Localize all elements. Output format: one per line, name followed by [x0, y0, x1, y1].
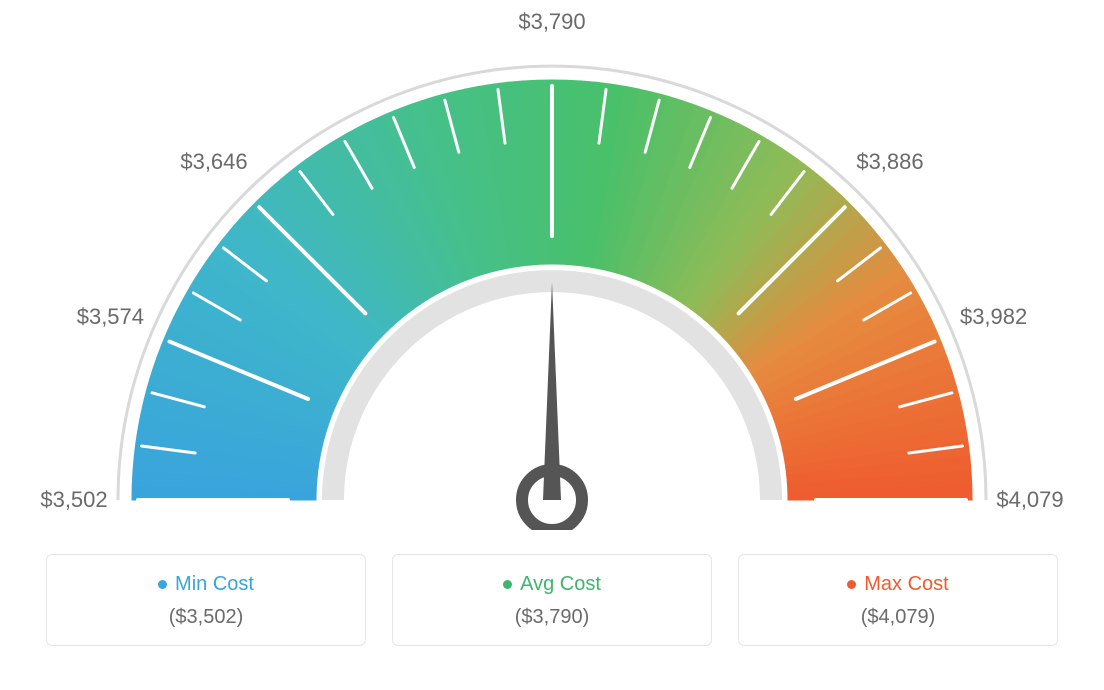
legend-value-min: ($3,502) [57, 606, 355, 629]
gauge-tick-label: $3,886 [856, 149, 923, 175]
gauge-tick-label: $3,502 [40, 487, 107, 513]
legend-label-min: Min Cost [175, 573, 254, 596]
legend-title-avg: Avg Cost [503, 573, 601, 596]
legend-label-max: Max Cost [864, 573, 948, 596]
gauge-chart: $3,502$3,574$3,646$3,790$3,886$3,982$4,0… [22, 20, 1082, 530]
gauge-tick-label: $3,790 [518, 9, 585, 35]
gauge-tick-label: $3,982 [960, 304, 1027, 330]
gauge-tick-label: $3,646 [180, 149, 247, 175]
gauge-svg [22, 20, 1082, 530]
legend-label-avg: Avg Cost [520, 573, 601, 596]
legend-value-max: ($4,079) [749, 606, 1047, 629]
gauge-tick-label: $4,079 [996, 487, 1063, 513]
legend-card-min: Min Cost ($3,502) [46, 554, 366, 646]
legend-card-max: Max Cost ($4,079) [738, 554, 1058, 646]
legend-title-max: Max Cost [847, 573, 948, 596]
legend-dot-max [847, 580, 856, 589]
gauge-tick-label: $3,574 [77, 304, 144, 330]
legend-value-avg: ($3,790) [403, 606, 701, 629]
legend-card-avg: Avg Cost ($3,790) [392, 554, 712, 646]
legend-row: Min Cost ($3,502) Avg Cost ($3,790) Max … [20, 554, 1084, 646]
legend-dot-avg [503, 580, 512, 589]
legend-title-min: Min Cost [158, 573, 254, 596]
legend-dot-min [158, 580, 167, 589]
